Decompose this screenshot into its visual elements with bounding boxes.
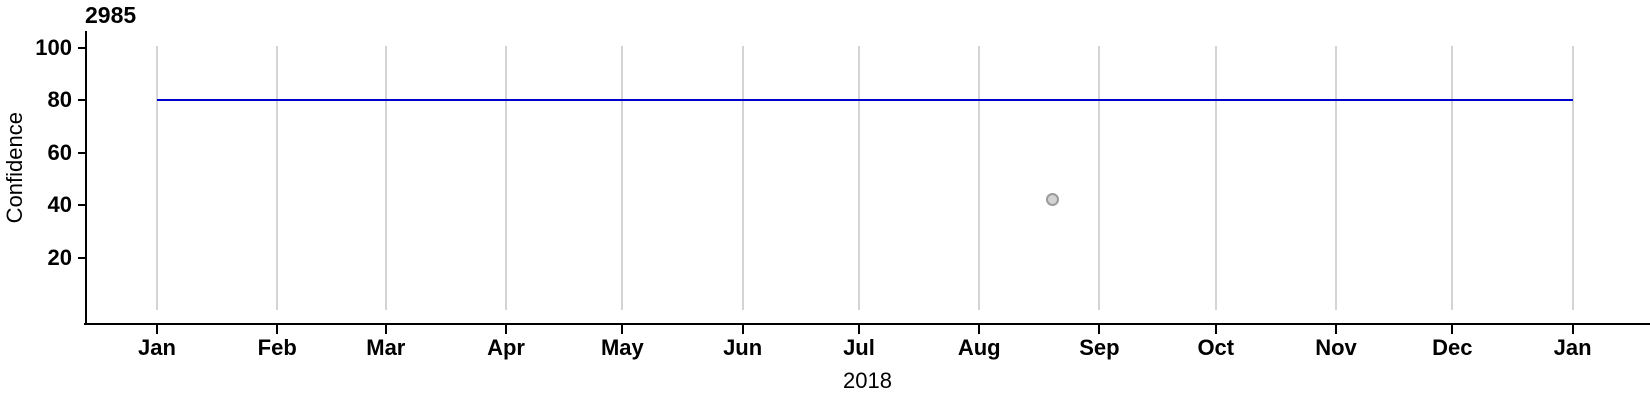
x-tick-label: Jan [138,335,176,360]
month-gridline [1335,46,1338,310]
x-tick-mark [857,325,860,334]
confidence-level-line [157,99,1573,102]
x-tick-label: May [600,335,644,360]
x-axis-title: 2018 [843,368,892,393]
month-gridline [978,46,981,310]
y-axis-line [85,31,87,325]
x-tick-label: Jun [723,335,763,360]
month-gridline [857,46,860,310]
x-tick-mark [276,325,279,334]
x-tick-label: Sep [1079,335,1120,360]
x-tick-mark [1451,325,1454,334]
month-gridline [621,46,624,310]
x-tick-label: Dec [1432,335,1473,360]
y-tick-label: 40 [47,192,72,218]
x-tick-label: Jul [843,335,875,360]
x-tick-mark [1571,325,1574,334]
month-gridline [276,46,279,310]
x-tick-mark [1335,325,1338,334]
y-tick-mark [78,256,87,259]
y-tick-label: 60 [47,139,72,165]
x-tick-label: Feb [257,335,297,360]
x-tick-label: Mar [366,335,406,360]
y-tick-mark [78,47,87,49]
month-gridline [741,46,744,310]
x-tick-mark [1214,325,1217,334]
month-gridline [156,46,158,310]
y-tick-label: 20 [47,244,72,270]
x-tick-mark [978,325,981,334]
x-tick-mark [156,325,158,334]
observation-point [1046,193,1060,207]
month-gridline [384,46,387,310]
x-tick-label: Aug [957,335,1001,360]
x-tick-label: Nov [1315,335,1357,360]
x-tick-label: Apr [487,335,525,360]
x-tick-mark [1098,325,1101,334]
y-tick-mark [78,99,87,102]
x-axis-line [84,323,1650,325]
x-tick-mark [741,325,744,334]
y-tick-mark [78,204,87,207]
x-tick-mark [384,325,387,334]
x-tick-mark [621,325,624,334]
x-tick-label: Jan [1553,335,1592,360]
month-gridline [1098,46,1101,310]
x-tick-label: Oct [1197,335,1235,360]
month-gridline [1451,46,1454,310]
month-gridline [1571,46,1574,310]
y-tick-label: 100 [35,35,72,60]
y-tick-mark [78,151,87,154]
month-gridline [1214,46,1217,310]
y-tick-label: 80 [47,87,72,113]
chart-title: 2985 [85,2,137,28]
month-gridline [505,46,508,310]
x-tick-mark [505,325,508,334]
